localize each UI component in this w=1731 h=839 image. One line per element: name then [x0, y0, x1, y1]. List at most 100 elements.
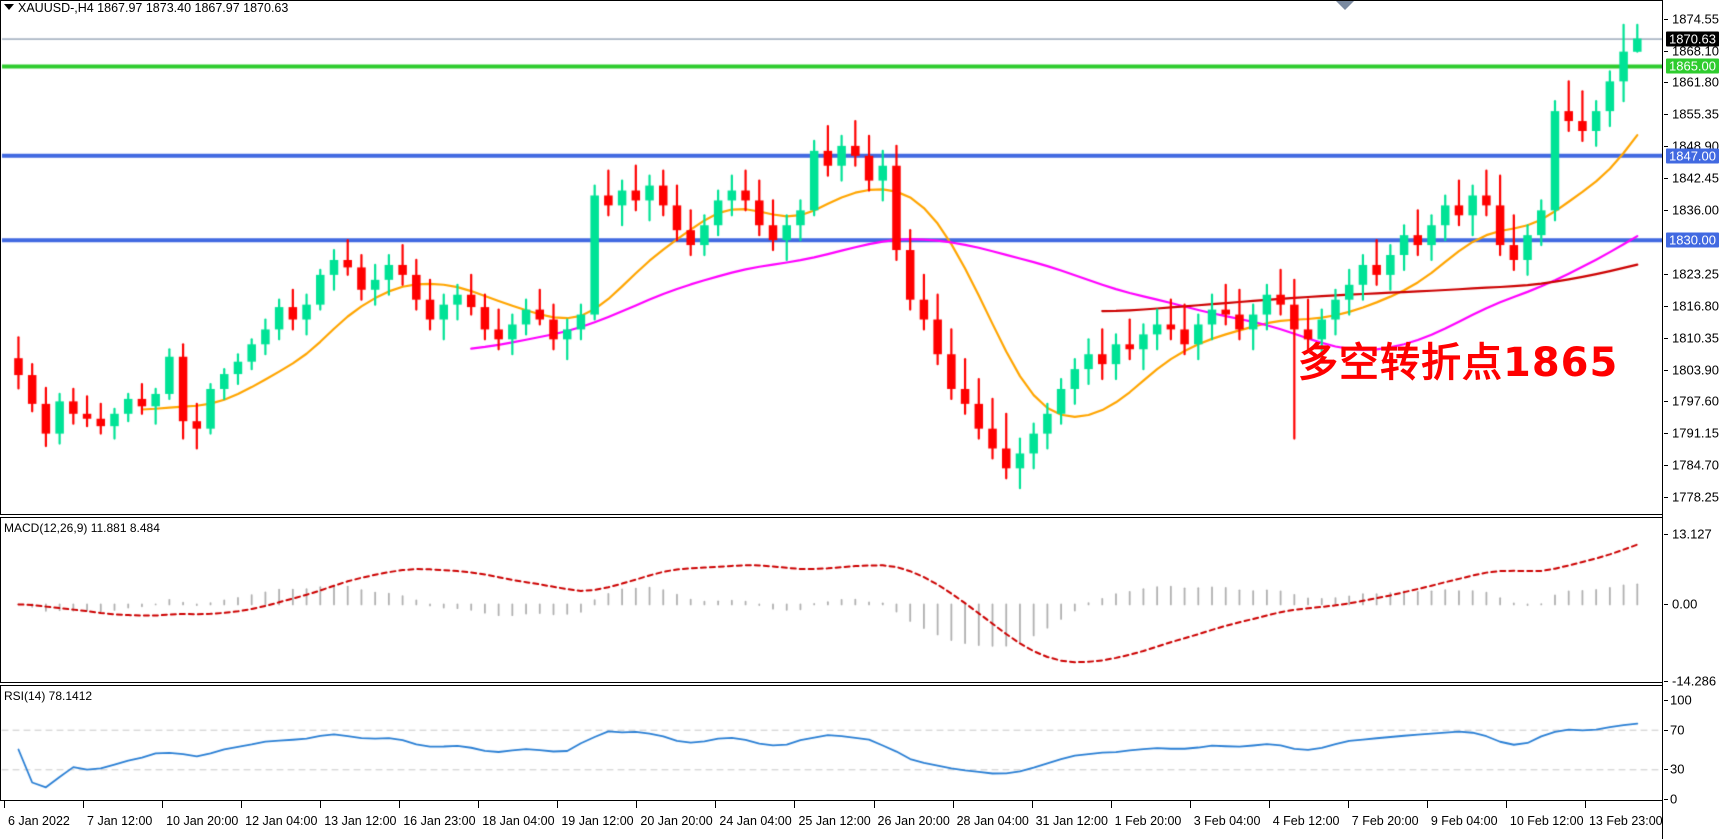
time-axis-label: 10 Feb 12:00	[1509, 814, 1584, 828]
time-axis-tick	[241, 801, 243, 808]
rsi-scale-tick-label: 30	[1670, 761, 1685, 777]
time-axis-label: 9 Feb 04:00	[1430, 814, 1498, 828]
time-axis-tick	[715, 801, 717, 808]
rsi-scale-tick-label: 0	[1670, 791, 1678, 807]
time-axis-tick	[83, 801, 85, 808]
price-scale-tick-label: 1797.60	[1672, 393, 1719, 409]
price-scale-tick-label: 1861.80	[1672, 74, 1719, 90]
time-axis-label: 7 Feb 20:00	[1351, 814, 1419, 828]
scale-tick	[1664, 432, 1668, 434]
price-scale-tick-label: 1823.25	[1672, 266, 1719, 282]
scale-tick	[1664, 729, 1668, 731]
scale-tick	[1664, 273, 1668, 275]
scale-tick	[1664, 178, 1668, 180]
price-scale-tick-label: 1810.35	[1672, 330, 1719, 346]
time-axis-label: 24 Jan 04:00	[719, 814, 792, 828]
price-scale-tick-label: 1868.10	[1672, 43, 1719, 59]
time-axis-tick	[1189, 801, 1191, 808]
time-axis-label: 13 Feb 23:00	[1588, 814, 1663, 828]
time-axis-tick	[4, 801, 5, 808]
macd-scale-tick-label: -14.286	[1672, 673, 1717, 689]
time-axis-label: 6 Jan 2022	[8, 814, 70, 828]
time-axis-tick	[1584, 801, 1586, 808]
price-scale-tick-label: 1791.15	[1672, 425, 1719, 441]
time-axis-label: 12 Jan 04:00	[245, 814, 318, 828]
scale-tick	[1664, 769, 1668, 771]
time-axis-label: 28 Jan 04:00	[956, 814, 1029, 828]
scale-tick	[1664, 337, 1668, 339]
scale-tick	[1664, 700, 1668, 701]
rsi-scale-tick-label: 100	[1670, 692, 1692, 708]
price-scale-tick-label: 1836.00	[1672, 202, 1719, 218]
scale-tick	[1664, 19, 1668, 21]
time-axis-tick	[1347, 801, 1349, 808]
scale-tick	[1664, 114, 1668, 116]
time-axis-label: 25 Jan 12:00	[798, 814, 871, 828]
price-scale[interactable]: 1874.55 1868.10 1861.80 1855.35 1848.90 1842.…	[1663, 0, 1731, 839]
scale-tick	[1664, 146, 1668, 148]
time-axis-tick	[399, 801, 401, 808]
time-axis-tick	[478, 801, 480, 808]
crosshair-marker	[1336, 1, 1354, 10]
scale-tick	[1664, 534, 1668, 535]
time-axis-label: 18 Jan 04:00	[482, 814, 555, 828]
chart-annotation-text: 多空转折点1865	[1298, 340, 1619, 386]
time-axis-label: 26 Jan 20:00	[877, 814, 950, 828]
scale-tick	[1664, 681, 1668, 682]
rsi-header-label: RSI(14) 78.1412	[4, 689, 93, 703]
last-price-badge[interactable]: 1870.63	[1666, 31, 1719, 47]
price-scale-tick-label: 1874.55	[1672, 11, 1719, 27]
symbol-ohlc-label: XAUUSD-,H4 1867.97 1873.40 1867.97 1870.…	[18, 1, 289, 15]
scale-tick	[1664, 799, 1668, 800]
time-axis-tick	[320, 801, 322, 808]
time-axis-tick	[1426, 801, 1428, 808]
macd-scale-tick-label: 13.127	[1672, 526, 1712, 542]
blue-level-badge-1[interactable]: 1847.00	[1666, 148, 1719, 164]
scale-tick	[1664, 82, 1668, 84]
time-axis-tick	[794, 801, 796, 808]
time-axis-label: 19 Jan 12:00	[561, 814, 634, 828]
price-scale-tick-label: 1842.45	[1672, 170, 1719, 186]
scale-tick	[1664, 464, 1668, 466]
time-axis-tick	[557, 801, 559, 808]
symbol-header-bar: XAUUSD-,H4 1867.97 1873.40 1867.97 1870.…	[0, 0, 1731, 16]
macd-header-label: MACD(12,26,9) 11.881 8.484	[4, 521, 160, 535]
price-scale-tick-label: 1784.70	[1672, 457, 1719, 473]
triangle-down-icon[interactable]	[4, 4, 14, 10]
time-axis-label: 20 Jan 20:00	[640, 814, 713, 828]
price-scale-tick-label: 1778.25	[1672, 489, 1719, 505]
blue-level-badge-2[interactable]: 1830.00	[1666, 232, 1719, 248]
scale-tick	[1664, 400, 1668, 402]
time-axis-label: 16 Jan 23:00	[403, 814, 476, 828]
time-axis-label: 3 Feb 04:00	[1193, 814, 1261, 828]
green-level-badge[interactable]: 1865.00	[1666, 58, 1719, 74]
time-axis-tick	[952, 801, 954, 808]
rsi-scale-tick-label: 70	[1670, 722, 1685, 738]
time-axis-label: 13 Jan 12:00	[324, 814, 397, 828]
time-axis-label: 4 Feb 12:00	[1272, 814, 1340, 828]
time-axis-tick	[873, 801, 875, 808]
time-axis-label: 1 Feb 20:00	[1114, 814, 1182, 828]
price-scale-tick-label: 1803.90	[1672, 362, 1719, 378]
time-axis-tick	[636, 801, 638, 808]
scale-tick	[1664, 496, 1668, 498]
price-scale-tick-label: 1855.35	[1672, 106, 1719, 122]
time-axis-tick	[1031, 801, 1033, 808]
time-axis-tick	[1110, 801, 1112, 808]
scale-tick	[1664, 305, 1668, 307]
scale-tick	[1664, 210, 1668, 212]
time-axis-label: 31 Jan 12:00	[1035, 814, 1108, 828]
time-axis[interactable]: 6 Jan 2022 7 Jan 12:00 10 Jan 20:00 12 Jan …	[0, 800, 1663, 839]
price-scale-tick-label: 1816.80	[1672, 298, 1719, 314]
time-axis-label: 10 Jan 20:00	[166, 814, 239, 828]
scale-tick	[1664, 604, 1668, 606]
scale-tick	[1664, 369, 1668, 371]
time-axis-tick	[1268, 801, 1270, 808]
macd-scale-tick-label: 0.00	[1672, 596, 1698, 612]
time-axis-tick	[162, 801, 164, 808]
time-axis-tick	[1505, 801, 1507, 808]
time-axis-label: 7 Jan 12:00	[87, 814, 153, 828]
scale-tick	[1664, 51, 1668, 53]
